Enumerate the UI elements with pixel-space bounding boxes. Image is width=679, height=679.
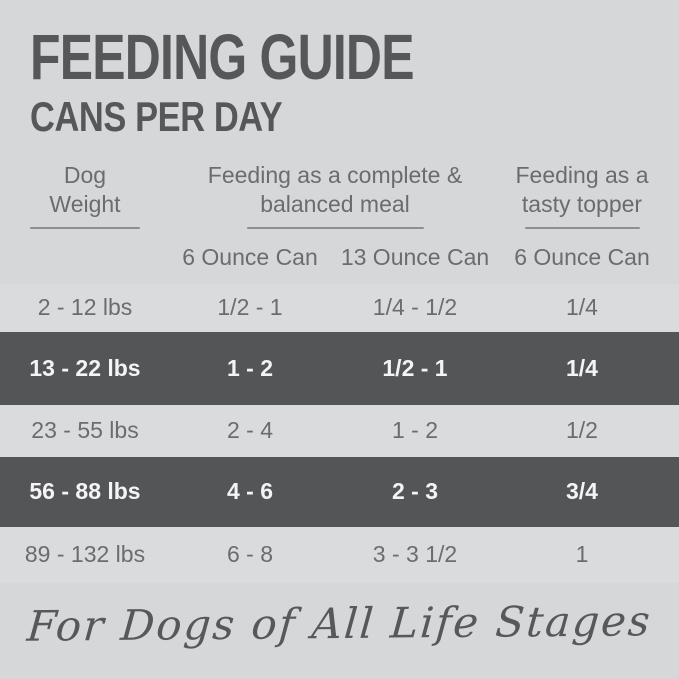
cell-13oz: 2 - 3 bbox=[391, 478, 439, 505]
cell-6oz: 2 - 4 bbox=[226, 417, 274, 444]
cell-weight: 2 - 12 lbs bbox=[37, 294, 133, 321]
header-tasty-topper: Feeding as a tasty topper bbox=[500, 161, 664, 229]
cell-6oz: 6 - 8 bbox=[226, 541, 274, 568]
header-dog-weight: Dog Weight bbox=[0, 161, 170, 229]
header-complete-meal-line2: balanced meal bbox=[260, 191, 410, 218]
header-dog-weight-line1: Dog bbox=[63, 161, 107, 188]
table-row: 89 - 132 lbs 6 - 8 3 - 3 1/2 1 bbox=[0, 526, 679, 583]
subheader-6oz-meal: 6 Ounce Can bbox=[182, 243, 318, 270]
cell-topper: 1 bbox=[575, 541, 589, 568]
title-block: FEEDING GUIDE CANS PER DAY bbox=[0, 21, 679, 140]
page-subtitle: CANS PER DAY bbox=[30, 92, 283, 140]
table-row-highlighted: 56 - 88 lbs 4 - 6 2 - 3 3/4 bbox=[0, 456, 679, 527]
header-complete-meal-line1: Feeding as a complete & bbox=[207, 161, 463, 188]
cell-topper: 1/4 bbox=[566, 294, 598, 321]
subheader-6oz-topper: 6 Ounce Can bbox=[514, 243, 650, 270]
header-dog-weight-line2: Weight bbox=[49, 191, 121, 218]
cell-13oz: 1/4 - 1/2 bbox=[372, 294, 458, 321]
table-row: 23 - 55 lbs 2 - 4 1 - 2 1/2 bbox=[0, 404, 679, 457]
header-tasty-topper-line1: Feeding as a bbox=[515, 161, 649, 188]
cell-topper: 3/4 bbox=[566, 478, 598, 505]
cell-13oz: 1/2 - 1 bbox=[382, 354, 448, 381]
cell-13oz: 3 - 3 1/2 bbox=[372, 541, 458, 568]
cell-weight: 89 - 132 lbs bbox=[24, 541, 146, 568]
header-underline bbox=[246, 226, 424, 229]
table-header-row: Dog Weight Feeding as a complete & balan… bbox=[0, 161, 679, 229]
tagline-script: For Dogs of All Life Stages bbox=[25, 595, 654, 651]
page-title: FEEDING GUIDE bbox=[30, 21, 414, 93]
table-row: 2 - 12 lbs 1/2 - 1 1/4 - 1/2 1/4 bbox=[0, 283, 679, 332]
subheader-spacer bbox=[0, 244, 170, 271]
cell-6oz: 4 - 6 bbox=[226, 478, 274, 505]
header-underline bbox=[30, 226, 140, 229]
cell-6oz: 1/2 - 1 bbox=[217, 294, 283, 321]
cell-weight: 56 - 88 lbs bbox=[29, 478, 141, 505]
cell-weight: 13 - 22 lbs bbox=[29, 354, 141, 381]
cell-topper: 1/2 bbox=[566, 417, 598, 444]
cell-topper: 1/4 bbox=[566, 354, 598, 381]
table-body: 2 - 12 lbs 1/2 - 1 1/4 - 1/2 1/4 13 - 22… bbox=[0, 283, 679, 583]
cell-13oz: 1 - 2 bbox=[391, 417, 439, 444]
header-tasty-topper-line2: tasty topper bbox=[521, 191, 643, 218]
table-row-highlighted: 13 - 22 lbs 1 - 2 1/2 - 1 1/4 bbox=[0, 331, 679, 405]
header-complete-meal: Feeding as a complete & balanced meal bbox=[170, 161, 500, 229]
cell-6oz: 1 - 2 bbox=[226, 354, 274, 381]
table-subheader-row: 6 Ounce Can 13 Ounce Can 6 Ounce Can bbox=[0, 244, 679, 271]
subheader-13oz-meal: 13 Ounce Can bbox=[340, 243, 490, 270]
header-underline bbox=[524, 226, 640, 229]
cell-weight: 23 - 55 lbs bbox=[31, 417, 139, 444]
